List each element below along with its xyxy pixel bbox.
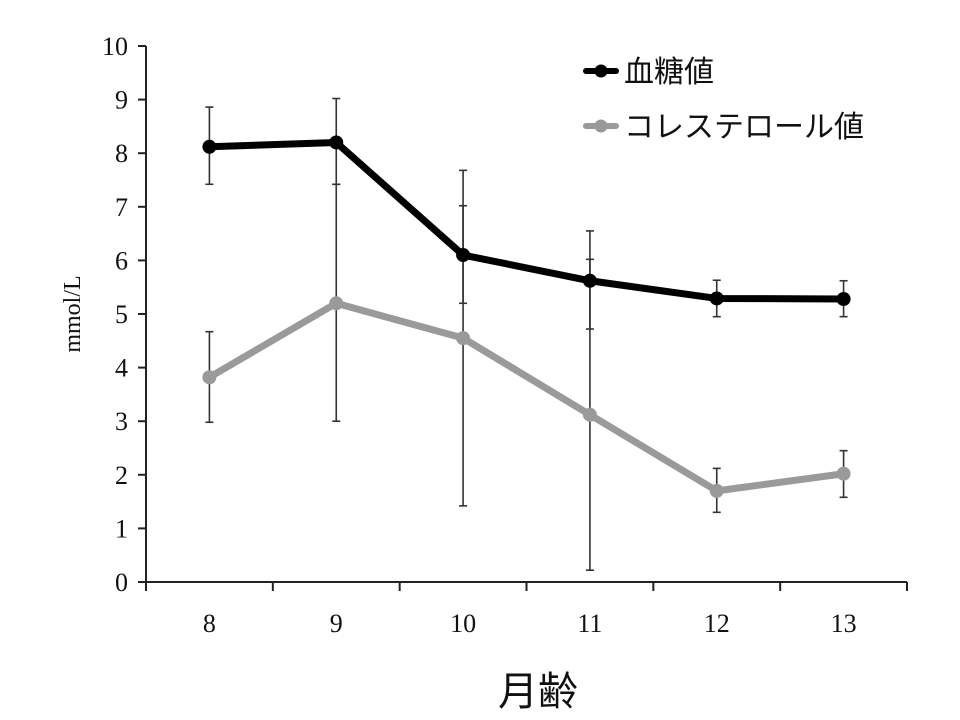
data-point xyxy=(202,139,217,154)
x-tick-label: 9 xyxy=(330,609,343,638)
x-tick-label: 10 xyxy=(450,609,476,638)
data-point xyxy=(202,370,217,385)
data-point xyxy=(456,248,471,263)
y-tick-label: 9 xyxy=(115,86,128,115)
y-tick-label: 1 xyxy=(115,514,128,543)
data-point xyxy=(836,291,851,306)
y-axis-title: mmol/L xyxy=(60,275,86,352)
y-tick-label: 3 xyxy=(115,407,128,436)
y-tick-label: 0 xyxy=(115,568,128,597)
y-tick-label: 5 xyxy=(115,300,128,329)
legend-marker xyxy=(594,119,608,133)
y-tick-label: 6 xyxy=(115,246,128,275)
series-lines xyxy=(202,135,851,498)
legend-marker xyxy=(594,64,608,78)
y-tick-label: 8 xyxy=(115,139,128,168)
y-tick-label: 4 xyxy=(115,354,128,383)
x-tick-label: 8 xyxy=(203,609,216,638)
legend-label: コレステロール値 xyxy=(624,110,864,145)
y-tick-label: 10 xyxy=(102,32,128,61)
y-tick-label: 7 xyxy=(115,193,128,222)
data-point xyxy=(836,466,851,481)
x-tick-label: 13 xyxy=(831,609,857,638)
series-line xyxy=(205,138,848,303)
data-point xyxy=(329,135,344,150)
x-tick-label: 11 xyxy=(577,609,602,638)
data-point xyxy=(582,407,597,422)
data-point xyxy=(329,296,344,311)
data-point xyxy=(582,273,597,288)
data-point xyxy=(456,331,471,346)
y-tick-label: 2 xyxy=(115,461,128,490)
axes xyxy=(138,45,908,591)
data-point xyxy=(709,291,724,306)
data-point xyxy=(709,483,724,498)
series-line xyxy=(205,299,848,495)
x-axis-title: 月齢 xyxy=(498,669,578,715)
legend-label: 血糖値 xyxy=(624,55,714,90)
x-tick-label: 12 xyxy=(704,609,730,638)
error-bars xyxy=(205,97,848,572)
